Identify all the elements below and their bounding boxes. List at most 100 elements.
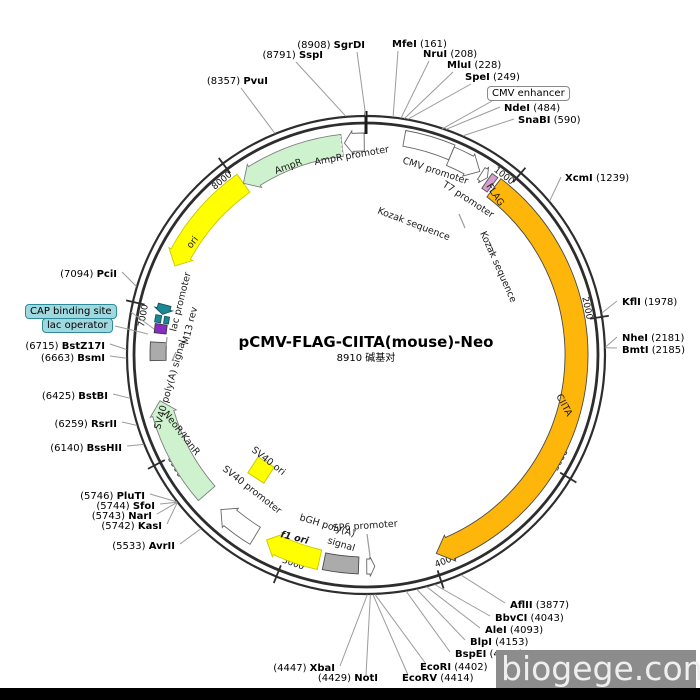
site-label-NdeI: NdeI (484) (504, 103, 560, 114)
site-leader-NdeI (446, 106, 501, 130)
watermark: biogege.com (496, 650, 700, 688)
site-label-NheI: NheI (2181) (622, 333, 685, 344)
site-leader-SgrDI (356, 51, 367, 116)
site-label-MluI: MluI (228) (447, 60, 501, 71)
site-leader-XcmI (549, 176, 562, 202)
site-label-BsmI: (6663) BsmI (41, 353, 105, 364)
site-label-PluTI: (5746) PluTI (80, 491, 145, 502)
sv40-promoter-arrow (220, 507, 262, 545)
site-leader-NotI (365, 594, 371, 676)
sp6-promoter-label: SP6 promoter (332, 518, 398, 534)
plasmid-size: 8910 碱基对 (336, 353, 396, 364)
lac-operator-box (153, 322, 168, 335)
site-label-NotI: (4429) NotI (318, 673, 378, 684)
site-label-RsrII: (6259) RsrII (55, 419, 117, 430)
t7-promoter-arrow (476, 166, 490, 184)
lac-operator-callout-leader (114, 325, 149, 335)
cmv-enhancer-callout-leader (441, 100, 493, 130)
site-leader-PciI (121, 271, 137, 287)
kozak-sequence-label-2: Kozak sequence (477, 230, 518, 305)
site-leader-AflII (460, 574, 506, 604)
site-label-BmtI: BmtI (2185) (622, 345, 685, 356)
site-label-PciI: (7094) PciI (60, 269, 117, 280)
sv40-polya-leader-tick (171, 351, 177, 362)
kozak-sequence-label-1: Kozak sequence (376, 206, 452, 244)
flag-tag-box (481, 172, 499, 193)
scale-tick-6000 (147, 459, 166, 470)
scale-tick-7000 (125, 299, 145, 306)
cap-binding-site-callout: CAP binding site (25, 304, 117, 319)
site-label-PvuI: (8357) PvuI (207, 76, 268, 87)
site-leader-KflI (601, 300, 618, 314)
site-leader-BlpI (416, 588, 466, 641)
site-leader-NarI (156, 501, 178, 515)
site-leader-NheI (605, 336, 618, 348)
site-label-KasI: (5742) KasI (101, 521, 162, 532)
site-leader-PvuI (240, 87, 276, 134)
site-label-BbvCI: BbvCI (4043) (495, 613, 564, 624)
site-label-EcoRV: EcoRV (4414) (402, 673, 474, 684)
neor-kanr-arrow (149, 400, 216, 502)
lac-promoter-stripe-inner (162, 315, 171, 325)
site-leader-KasI (166, 502, 178, 525)
site-leader-BstBI (112, 393, 131, 399)
scale-tick-1000 (512, 167, 527, 183)
scale-tick-label-7000: 7000 (137, 303, 151, 328)
site-leader-BspEI (405, 590, 451, 653)
site-label-SgrDI: (8908) SgrDI (297, 40, 365, 51)
site-leader-SpeI (407, 83, 472, 120)
site-leader-SfoI (159, 501, 178, 505)
ampr-boundary-dashes (339, 135, 344, 155)
site-leader-BsmI (109, 355, 127, 359)
site-leader-PluTI (149, 493, 178, 503)
site-label-SpeI: SpeI (249) (465, 72, 520, 83)
bgh-polya-box (321, 552, 360, 575)
site-label-MfeI: MfeI (161) (392, 39, 447, 50)
scale-tick-5000 (272, 565, 282, 584)
ori-arrow (168, 173, 251, 267)
site-leader-SnaBI (462, 118, 515, 137)
site-label-SnaBI: SnaBI (590) (518, 115, 581, 126)
site-leader-XbaI (339, 594, 368, 667)
site-label-AvrII: (5533) AvrII (112, 541, 175, 552)
cap-binding-site-callout-leader (130, 311, 155, 330)
scale-tick-3000 (559, 471, 577, 484)
ciita-gene-arrow (435, 178, 589, 562)
sp6-promoter-arrow (366, 556, 376, 577)
site-label-EcoRI: EcoRI (4402) (420, 662, 488, 673)
cmv-promoter-arrow (445, 146, 481, 177)
site-leader-BssHII (126, 443, 144, 447)
site-label-AflII: AflII (3877) (510, 600, 569, 611)
site-label-AleI: AleI (4093) (485, 625, 543, 636)
site-label-SfoI: (5744) SfoI (96, 501, 155, 512)
plasmid-name: pCMV-FLAG-CIITA(mouse)-Neo (238, 333, 494, 351)
site-leader-BstZ17I (109, 343, 127, 350)
site-label-BssHII: (6140) BssHII (50, 443, 122, 454)
lac-promoter-stripe-outer (154, 314, 163, 324)
site-label-XcmI: XcmI (1239) (565, 173, 629, 184)
ampr-promoter-arrow (343, 129, 365, 156)
site-leader-RsrII (121, 421, 138, 426)
watermark-text: biogege.com (501, 649, 700, 688)
f1-ori-arrow (265, 533, 323, 571)
site-label-KflI: KflI (1978) (622, 297, 677, 308)
cmv-enhancer-arc (402, 129, 456, 161)
site-label-SspI: (8791) SspI (263, 50, 323, 61)
site-leader-EcoRV (372, 594, 409, 676)
cmv-enhancer-callout: CMV enhancer (487, 86, 570, 101)
site-leader-SspI (295, 61, 347, 117)
scale-tick-2000 (589, 314, 609, 320)
site-label-BstBI: (6425) BstBI (42, 391, 108, 402)
scale-tick-8000 (218, 157, 231, 174)
site-leader-NruI (400, 60, 430, 119)
site-leader-BbvCI (434, 584, 491, 617)
sv40-ori-feature (247, 456, 275, 484)
site-label-BlpI: BlpI (4153) (470, 637, 528, 648)
kozak-leader-tick-2 (488, 240, 496, 256)
lac-operator-callout: lac operator (42, 318, 113, 333)
site-leader-MluI (403, 71, 454, 119)
site-leader-AleI (426, 586, 481, 629)
sp6-leader-tick (366, 533, 371, 557)
